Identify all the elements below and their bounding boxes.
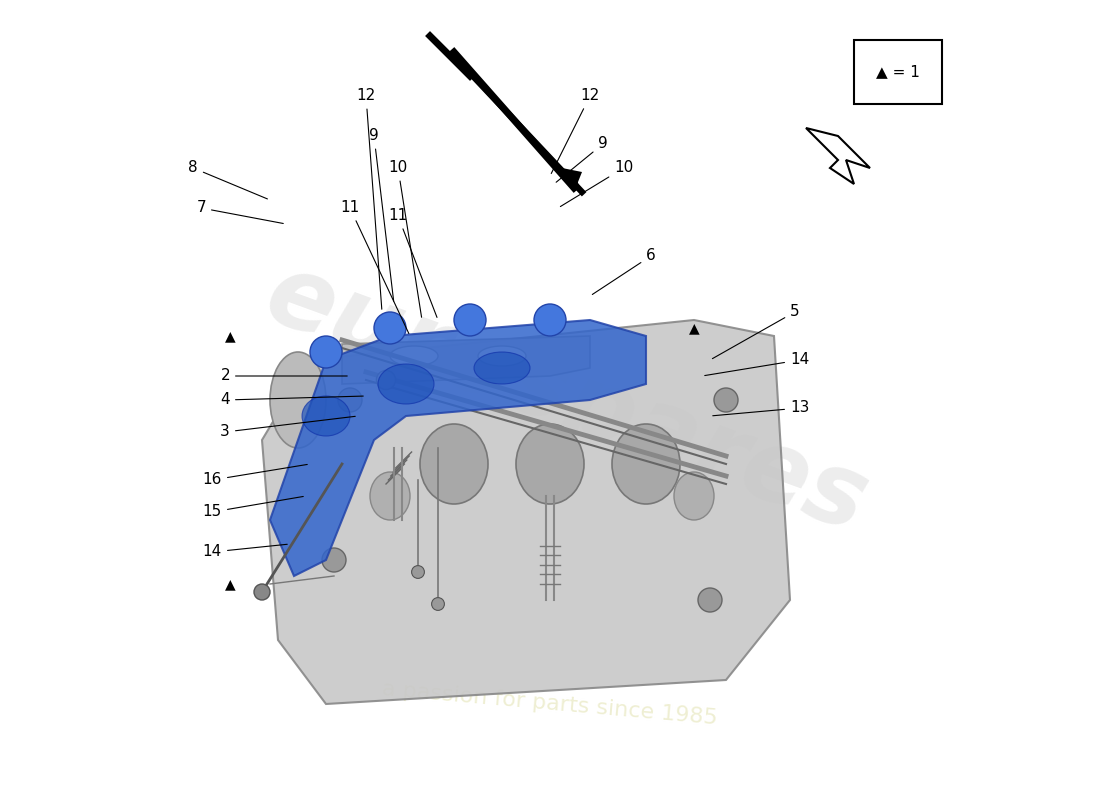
Circle shape [376, 370, 396, 390]
Text: 16: 16 [202, 465, 307, 487]
Ellipse shape [302, 396, 350, 436]
Ellipse shape [516, 424, 584, 504]
Circle shape [431, 598, 444, 610]
Ellipse shape [378, 364, 434, 404]
Ellipse shape [390, 346, 438, 366]
Text: ▲: ▲ [689, 321, 700, 335]
Ellipse shape [534, 304, 566, 336]
Text: 14: 14 [705, 353, 810, 375]
Text: 3: 3 [220, 416, 355, 439]
Text: 14: 14 [202, 544, 287, 559]
Circle shape [338, 388, 362, 412]
Ellipse shape [310, 336, 342, 368]
Text: eurospares: eurospares [252, 246, 880, 554]
Text: ▲ = 1: ▲ = 1 [876, 65, 920, 79]
Polygon shape [262, 320, 790, 704]
Text: 12: 12 [551, 89, 600, 174]
Polygon shape [806, 128, 870, 184]
FancyBboxPatch shape [854, 40, 942, 104]
Text: ▲: ▲ [224, 329, 235, 343]
Circle shape [254, 584, 270, 600]
Ellipse shape [374, 312, 406, 344]
Polygon shape [270, 320, 646, 576]
Text: 9: 9 [370, 129, 394, 302]
Ellipse shape [612, 424, 680, 504]
Circle shape [322, 548, 346, 572]
Ellipse shape [474, 352, 530, 384]
Text: ▲: ▲ [224, 577, 235, 591]
Text: 11: 11 [340, 201, 409, 334]
Text: a passion for parts since 1985: a passion for parts since 1985 [382, 679, 718, 729]
Ellipse shape [454, 304, 486, 336]
Text: 2: 2 [220, 369, 348, 383]
Polygon shape [562, 168, 582, 192]
Text: 10: 10 [388, 161, 421, 318]
Circle shape [411, 566, 425, 578]
Text: 6: 6 [592, 249, 656, 294]
Polygon shape [342, 336, 590, 384]
Ellipse shape [420, 424, 488, 504]
Circle shape [714, 388, 738, 412]
Ellipse shape [478, 346, 526, 366]
Text: 15: 15 [202, 497, 304, 519]
Text: 11: 11 [388, 209, 437, 318]
Text: 12: 12 [356, 89, 382, 310]
Text: 10: 10 [560, 161, 634, 206]
Text: 8: 8 [188, 161, 267, 199]
Ellipse shape [370, 472, 410, 520]
Circle shape [698, 588, 722, 612]
Text: 5: 5 [713, 305, 800, 358]
Text: 7: 7 [197, 201, 284, 223]
Text: 13: 13 [713, 401, 810, 416]
Ellipse shape [270, 352, 326, 448]
Text: 9: 9 [557, 137, 607, 182]
Ellipse shape [674, 472, 714, 520]
Text: 4: 4 [220, 393, 363, 407]
